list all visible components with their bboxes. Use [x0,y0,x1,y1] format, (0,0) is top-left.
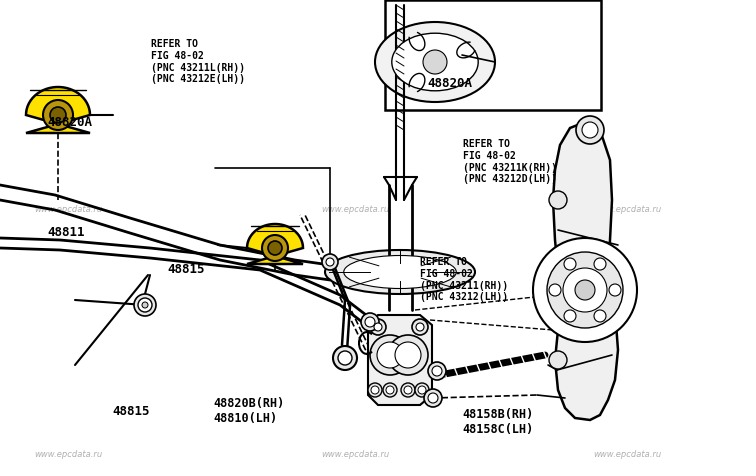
Circle shape [50,107,66,123]
Text: www.epcdata.ru: www.epcdata.ru [593,450,662,459]
Circle shape [374,323,382,331]
Circle shape [412,319,428,335]
Text: 48815: 48815 [112,405,150,418]
Text: 48820A: 48820A [48,116,93,129]
Polygon shape [553,120,618,420]
Circle shape [594,310,606,322]
Circle shape [370,335,410,375]
Circle shape [432,366,442,376]
Text: 48158B(RH)
48158C(LH): 48158B(RH) 48158C(LH) [463,408,534,436]
Circle shape [549,191,567,209]
Polygon shape [368,315,432,405]
Circle shape [575,280,595,300]
Circle shape [338,351,352,365]
Circle shape [371,386,379,394]
Circle shape [322,254,338,270]
Circle shape [564,258,576,270]
Circle shape [401,383,415,397]
Ellipse shape [344,256,457,288]
Circle shape [388,335,428,375]
Circle shape [582,122,598,138]
Circle shape [549,284,561,296]
Text: www.epcdata.ru: www.epcdata.ru [34,205,102,214]
Circle shape [368,383,382,397]
Text: 48811: 48811 [48,226,85,239]
Text: REFER TO
FIG 48-02
(PNC 43211K(RH))
(PNC 43212D(LH)): REFER TO FIG 48-02 (PNC 43211K(RH)) (PNC… [463,139,556,184]
Text: REFER TO
FIG 48-02
(PNC 43211(RH))
(PNC 43212(LH)): REFER TO FIG 48-02 (PNC 43211(RH)) (PNC … [420,258,508,302]
Text: www.epcdata.ru: www.epcdata.ru [321,205,389,214]
Circle shape [416,323,424,331]
Circle shape [361,313,379,331]
Ellipse shape [392,33,479,91]
Bar [385,0,601,110]
Circle shape [377,342,403,368]
Circle shape [563,268,607,312]
Circle shape [262,235,288,261]
Text: www.epcdata.ru: www.epcdata.ru [593,205,662,214]
Circle shape [547,252,623,328]
Polygon shape [26,87,90,133]
Circle shape [564,310,576,322]
Circle shape [428,362,446,380]
Circle shape [383,383,397,397]
Circle shape [609,284,621,296]
Text: www.epcdata.ru: www.epcdata.ru [321,450,389,459]
Circle shape [386,386,394,394]
Circle shape [576,116,604,144]
Circle shape [424,389,442,407]
Circle shape [549,351,567,369]
Circle shape [404,386,412,394]
Circle shape [533,238,637,342]
Circle shape [333,346,357,370]
Circle shape [415,383,429,397]
Text: 48820B(RH)
48810(LH): 48820B(RH) 48810(LH) [213,397,284,425]
Circle shape [365,317,375,327]
Polygon shape [247,224,303,264]
Text: 48815: 48815 [168,263,206,277]
Circle shape [268,241,282,255]
Circle shape [423,50,447,74]
Circle shape [326,258,334,266]
Circle shape [418,386,426,394]
Circle shape [138,298,152,312]
Circle shape [134,294,156,316]
Text: REFER TO
FIG 48-02
(PNC 43211L(RH))
(PNC 43212E(LH)): REFER TO FIG 48-02 (PNC 43211L(RH)) (PNC… [151,40,245,84]
Ellipse shape [325,250,475,294]
Circle shape [428,393,438,403]
Ellipse shape [375,22,495,102]
Circle shape [395,342,421,368]
Circle shape [142,302,148,308]
Circle shape [43,100,73,130]
Text: www.epcdata.ru: www.epcdata.ru [34,450,102,459]
Circle shape [370,319,386,335]
Text: 48820A: 48820A [427,77,472,90]
Circle shape [594,258,606,270]
